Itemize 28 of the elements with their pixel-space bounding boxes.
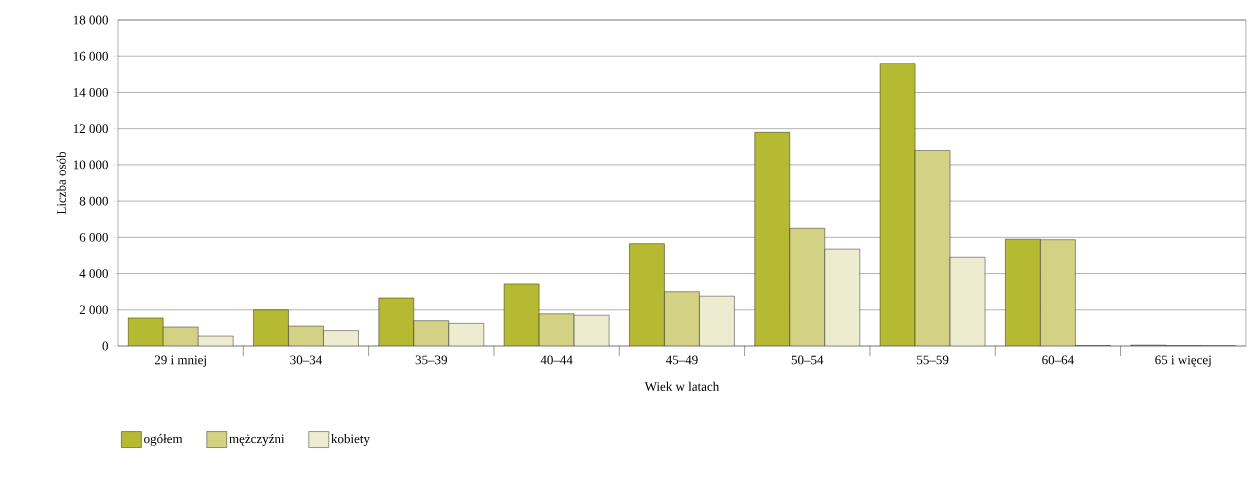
bar xyxy=(448,323,484,346)
x-tick-label: 30–34 xyxy=(290,355,323,365)
x-tick-label: 40–44 xyxy=(540,355,573,365)
x-tick-label: 65 i więcej xyxy=(1155,355,1211,367)
y-tick-label: 2 000 xyxy=(79,305,108,315)
legend-label: kobiety xyxy=(331,434,370,446)
x-axis-title: Wiek w latach xyxy=(644,381,720,391)
y-tick-label: 14 000 xyxy=(73,88,108,97)
y-tick-label: 8 000 xyxy=(79,196,108,206)
y-tick-label: 12 000 xyxy=(73,124,108,134)
y-tick-label: 6 000 xyxy=(79,232,108,242)
x-tick-label: 55–59 xyxy=(917,355,949,365)
y-tick-label: 18 000 xyxy=(73,15,108,25)
x-tick-label: 35–39 xyxy=(415,355,448,365)
y-axis-title: Liczba osób xyxy=(56,151,66,215)
legend-label: mężczyźni xyxy=(229,434,285,446)
x-tick-label: 29 i mniej xyxy=(154,355,206,367)
bar xyxy=(699,296,735,346)
y-tick-label: 0 xyxy=(102,341,108,351)
x-tick-label: 45–49 xyxy=(665,355,698,365)
y-tick-label: 10 000 xyxy=(73,160,108,170)
legend-label: ogółem xyxy=(144,434,183,446)
x-tick-label: 60–64 xyxy=(1042,355,1074,365)
y-tick-label: 16 000 xyxy=(73,51,108,61)
y-tick-label: 4 000 xyxy=(79,269,108,278)
x-tick-label: 50–54 xyxy=(791,355,824,365)
bar xyxy=(824,248,860,346)
bar xyxy=(949,257,986,346)
